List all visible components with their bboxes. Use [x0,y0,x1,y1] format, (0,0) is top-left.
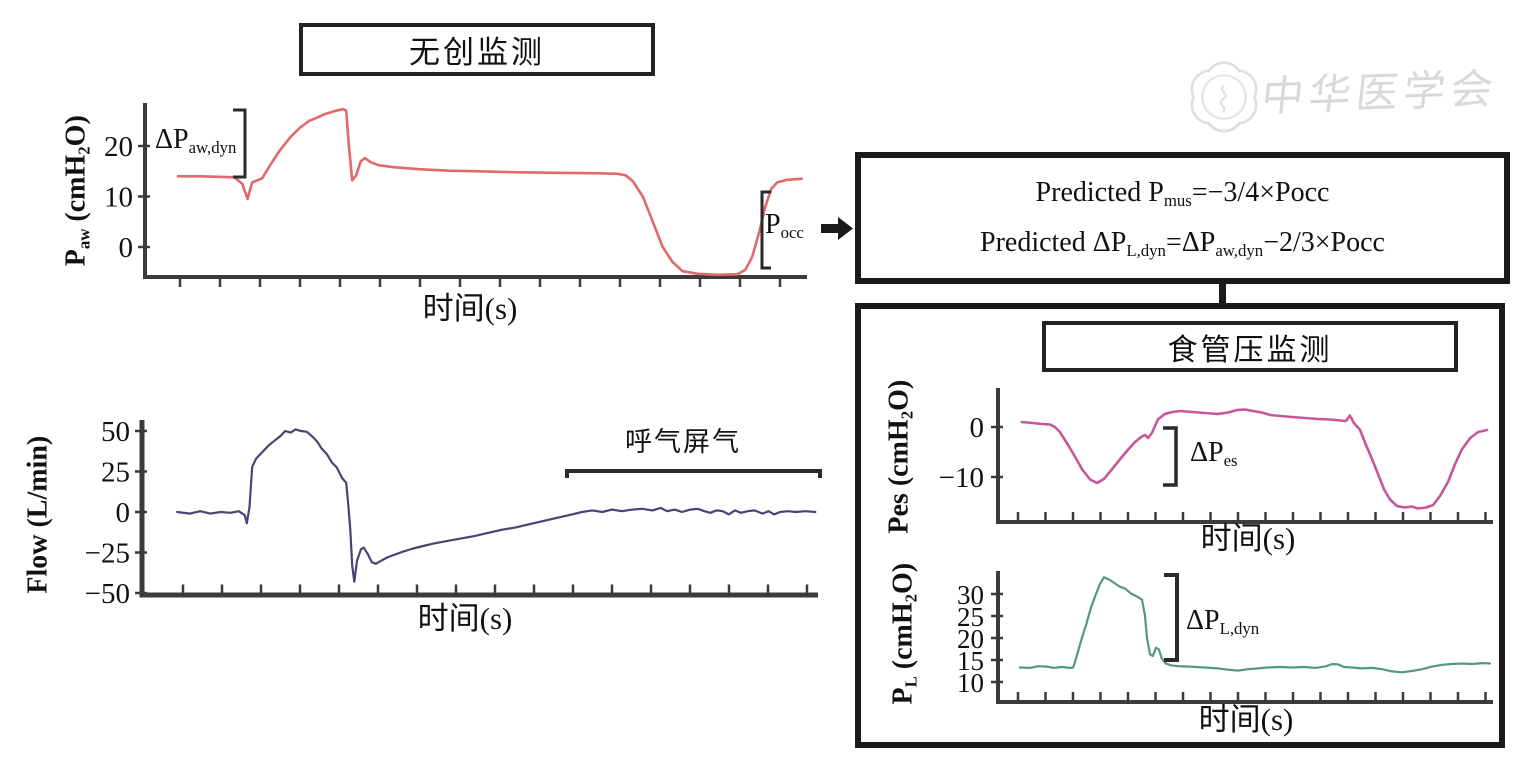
pl-curve [1018,576,1492,674]
pes-x-axis-label: 时间(s) [1200,521,1296,556]
delta-paw-dyn-bracket [233,108,247,179]
pocc-bracket [760,190,771,270]
flow-y-axis-label: Flow (L/min) [22,435,54,594]
pocc-label: Pocc [765,209,804,243]
expiratory-hold-bracket [565,469,822,478]
flow-y-tick-label: 50 [101,416,130,448]
esophageal-monitoring-title: 食管压监测 [1167,333,1333,367]
pl-y-tick-label: 30 [957,580,984,610]
pl-y-axis-label: PL (cmH2O) [887,562,921,705]
paw-y-tick-label: 20 [104,131,133,163]
delta-pl-dyn-label: ΔPL,dyn [1186,605,1260,639]
pes-curve [1020,408,1489,510]
pes-y-axis-label: Pes (cmH2O) [883,379,917,534]
flow-y-tick-label: −25 [85,538,130,570]
paw-x-axis-label: 时间(s) [422,291,518,326]
formula-delta-pl-dyn: Predicted ΔPL,dyn=ΔPaw,dyn−2/3×Pocc [980,227,1385,261]
noninvasive-monitoring-box: 无创监测 [299,23,655,76]
box-connector-line [1219,283,1226,304]
delta-pes-label: ΔPes [1190,437,1238,471]
pes-y-tick-label: −10 [939,462,984,494]
pl-y-tick-label: 20 [957,624,984,654]
flow-y-tick-label: 0 [116,497,131,529]
formula-pmus: Predicted Pmus=−3/4×Pocc [1035,176,1330,210]
pl-y-tick-label: 15 [957,646,984,676]
paw-y-tick-label: 10 [104,182,133,214]
esophageal-monitoring-title-box: 食管压监测 [1042,321,1458,372]
pes-y-tick-label: 0 [970,412,985,444]
prediction-formula-box: Predicted Pmus=−3/4×Pocc Predicted ΔPL,d… [855,152,1510,284]
paw-y-axis-label: Paw (cmH2O) [60,115,94,267]
pl-x-axis-label: 时间(s) [1198,702,1294,737]
paw-y-tick-label: 0 [119,232,134,264]
flow-curve [176,428,817,583]
delta-paw-dyn-label: ΔPaw,dyn [155,124,237,158]
flow-y-tick-label: 25 [101,457,130,489]
pl-y-tick-label: 10 [957,668,984,698]
delta-pes-bracket [1163,426,1178,487]
watermark-text: 中华医学会 [1259,66,1500,122]
expiratory-hold-label: 呼气屏气 [625,427,741,457]
noninvasive-monitoring-title: 无创监测 [409,35,545,70]
delta-pl-dyn-bracket [1164,573,1179,662]
medical-association-logo-icon [1190,61,1258,133]
esophageal-monitoring-panel [855,303,1505,748]
flow-y-tick-label: −50 [85,578,130,610]
pl-y-tick-label: 25 [957,602,984,632]
paw-curve [176,107,804,277]
arrow-head-icon [838,217,853,240]
flow-x-axis-label: 时间(s) [417,601,513,636]
arrow-shaft [821,224,838,233]
